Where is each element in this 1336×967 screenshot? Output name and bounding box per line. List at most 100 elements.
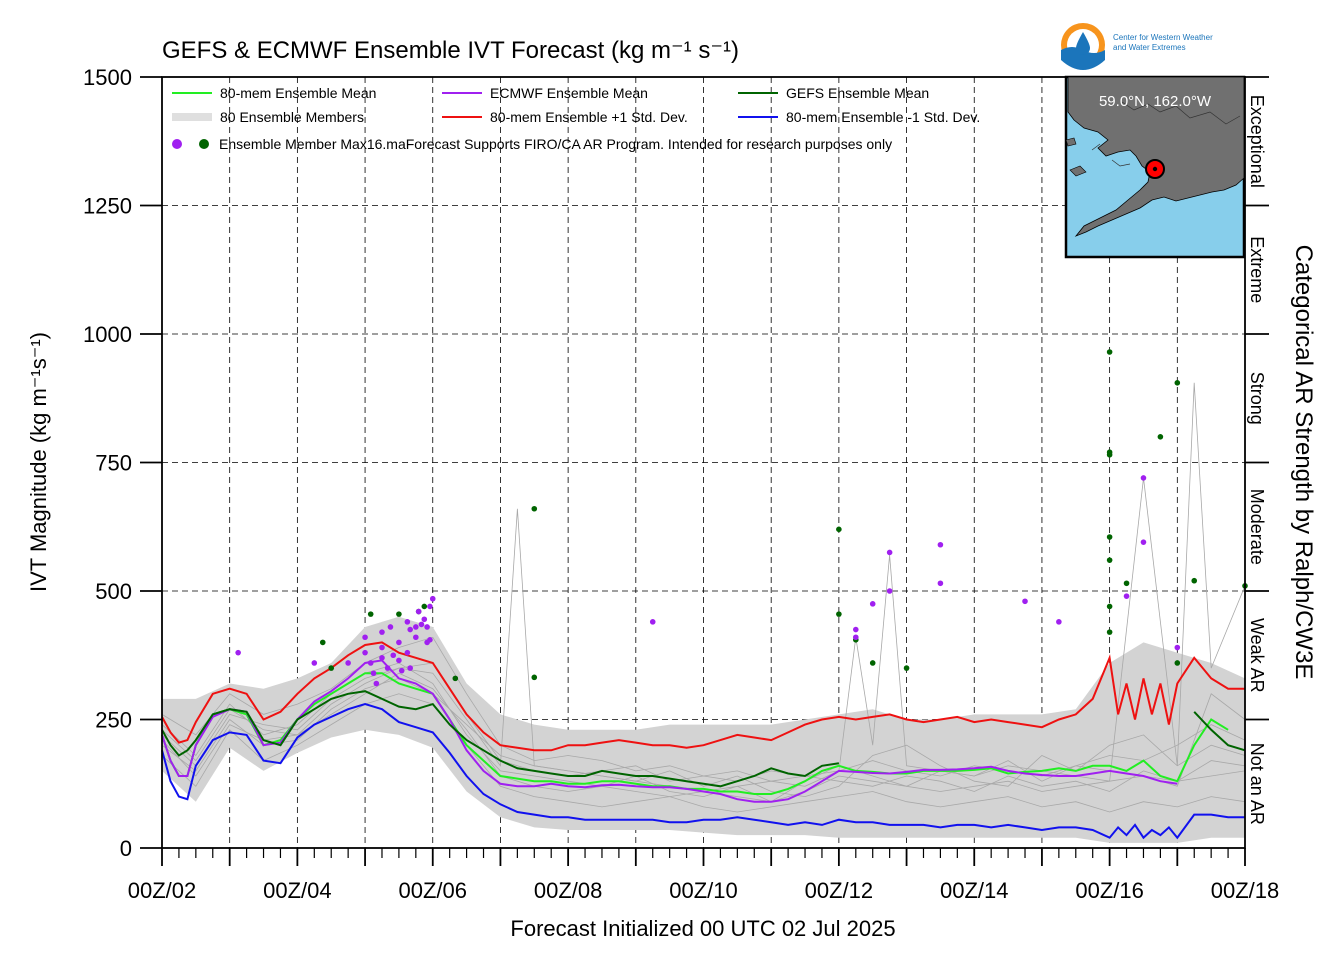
inset-coast-detail [1091, 101, 1241, 167]
axes: 0 250 500 750 1000 1250 1500 00Z/02 00Z/04 00Z/06… [83, 65, 1279, 903]
x-tick-label: 00Z/06 [399, 878, 468, 903]
legend-label: 80 Ensemble Members [220, 109, 364, 125]
gefs-max-point [328, 665, 335, 671]
y-tick-label: 1250 [83, 194, 132, 219]
ecmwf-max-point [413, 624, 419, 630]
ecmwf-max-point [424, 624, 430, 630]
location-marker-dot [1152, 166, 1158, 172]
legend-label: ECMWF Ensemble Mean [490, 85, 648, 101]
ecmwf-max-point [404, 649, 411, 656]
x-tick-label: 00Z/12 [805, 878, 874, 903]
gefs-max-point [1123, 580, 1130, 587]
ecmwf-max-point [869, 601, 876, 607]
ecmwf-max-point [384, 665, 391, 671]
gefs-max-point [836, 526, 842, 533]
category-label: Extreme [1247, 236, 1267, 303]
member-maxima-points [235, 349, 1248, 687]
ecmwf-max-point [398, 667, 405, 674]
ecmwf-max-point [937, 541, 944, 548]
logo-text-line2: and Water Extremes [1113, 43, 1186, 52]
gefs-max-point [903, 665, 910, 671]
ecmwf-max-point [367, 660, 374, 666]
legend-label: 80-mem Ensemble Mean [220, 85, 376, 101]
legend-gefs-dot-icon [199, 139, 209, 149]
gefs-max-point [1157, 434, 1164, 440]
ensemble-member-line [161, 693, 1246, 813]
ecmwf-max-point [1140, 539, 1147, 545]
series-line [161, 703, 1245, 840]
inset-island-2 [1065, 137, 1077, 147]
ecmwf-max-point [362, 634, 368, 641]
x-tick-label: 00Z/16 [1075, 878, 1144, 903]
gefs-max-point [1106, 534, 1113, 540]
category-label: Strong [1247, 372, 1267, 425]
ecmwf-max-point [852, 626, 859, 633]
gefs-max-point [1174, 660, 1181, 666]
legend-label: GEFS Ensemble Mean [786, 85, 929, 101]
gefs-max-point [1106, 349, 1113, 355]
ecmwf-max-point [407, 665, 413, 671]
legend: 80-mem Ensemble Mean ECMWF Ensemble Mean G… [172, 85, 980, 152]
series-line [161, 641, 1245, 752]
ecmwf-max-point [649, 619, 656, 625]
gefs-max-point [869, 660, 876, 666]
ecmwf-max-point [1174, 644, 1181, 651]
legend-label: 80-mem Ensemble -1 Std. Dev. [786, 109, 980, 125]
gefs-max-point [531, 505, 538, 512]
ecmwf-max-point [886, 549, 893, 556]
ecmwf-max-point [379, 655, 385, 661]
ensemble-member-line [161, 677, 1246, 798]
ecmwf-max-point [413, 634, 419, 641]
logo-text-line1: Center for Western Weather [1113, 33, 1213, 42]
y-axis-title: IVT Magnitude (kg m⁻¹s⁻¹) [26, 332, 51, 592]
ecmwf-max-point [1140, 475, 1147, 481]
ecmwf-max-point [390, 652, 397, 659]
ecmwf-max-point [379, 629, 385, 635]
y-tick-label: 1500 [83, 65, 132, 90]
ecmwf-max-point [1056, 619, 1062, 625]
series-lines [161, 641, 1246, 840]
ecmwf-max-point [429, 595, 436, 602]
gefs-max-point [396, 611, 402, 617]
series-line [161, 690, 1246, 788]
legend-ecmwf-dot-icon [172, 139, 182, 149]
ecmwf-max-point [362, 649, 368, 656]
ecmwf-max-point [852, 634, 859, 641]
ecmwf-max-point [427, 637, 433, 643]
inset-map: 59.0°N, 162.0°W [1064, 75, 1246, 259]
logo-wave-icon [1061, 47, 1105, 70]
ecmwf-max-point [345, 660, 351, 666]
ecmwf-max-point [379, 644, 385, 651]
ecmwf-max-point [407, 626, 413, 633]
inset-land-alaska [1067, 76, 1245, 237]
ecmwf-max-point [937, 580, 944, 587]
ecmwf-max-point [421, 616, 428, 623]
ecmwf-max-point [418, 621, 425, 628]
y-tick-label: 250 [95, 708, 132, 733]
gefs-max-point [1106, 557, 1113, 563]
y-tick-label: 1000 [83, 322, 132, 347]
x-tick-label: 00Z/04 [263, 878, 332, 903]
x-axis-title: Forecast Initialized 00 UTC 02 Jul 2025 [510, 916, 895, 941]
gefs-max-point [836, 611, 842, 617]
legend-label: 80-mem Ensemble +1 Std. Dev. [490, 109, 688, 125]
ecmwf-max-point [427, 603, 433, 610]
gefs-max-point [531, 674, 538, 681]
ensemble-member-line [161, 382, 1246, 798]
right-axis-title: Categorical AR Strength by Ralph/CW3E [1290, 245, 1317, 680]
x-tick-label: 00Z/02 [128, 878, 197, 903]
gefs-max-point [452, 675, 459, 682]
gefs-max-point [367, 611, 374, 617]
cw3e-logo: Center for Western Weather and Water Ext… [1061, 23, 1213, 70]
category-label: Weak AR [1247, 618, 1267, 693]
gefs-max-point [1106, 603, 1113, 610]
ecmwf-max-point [415, 608, 422, 615]
y-tick-label: 500 [95, 579, 132, 604]
gefs-max-point [1191, 577, 1198, 584]
series-line [161, 659, 1178, 803]
legend-max-label: Ensemble Member Max16.maForecast Support… [219, 136, 892, 152]
ecmwf-max-point [235, 649, 241, 656]
ecmwf-max-point [311, 660, 318, 666]
ecmwf-max-point [396, 639, 402, 646]
